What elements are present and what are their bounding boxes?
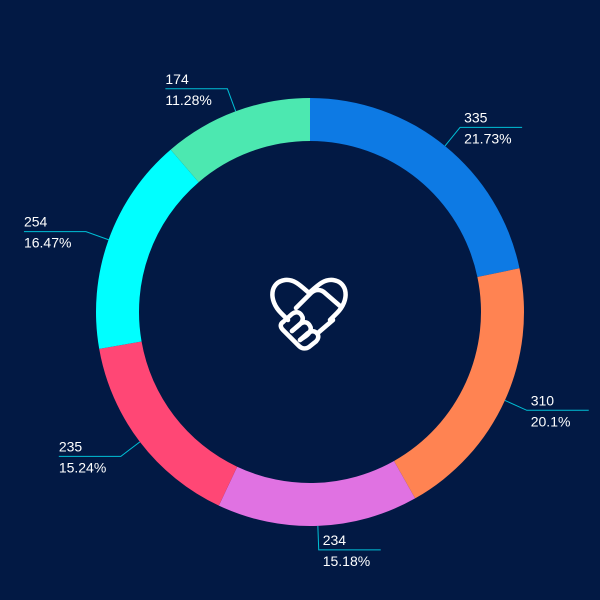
slice-1[interactable]: [393, 268, 524, 499]
percent-label-3: 15.24%: [59, 459, 106, 475]
slice-4[interactable]: [95, 149, 199, 349]
slice-5[interactable]: [170, 98, 310, 183]
leader-line-4: [23, 231, 109, 241]
leader-line-5: [165, 88, 237, 112]
slice-3[interactable]: [99, 341, 238, 506]
percent-label-5: 11.28%: [165, 92, 211, 108]
value-label-4: 254: [24, 214, 48, 230]
slices-group: [95, 98, 524, 526]
slice-2[interactable]: [218, 460, 416, 526]
value-label-2: 234: [323, 532, 347, 548]
percent-label-0: 21.73%: [464, 130, 511, 146]
value-label-3: 235: [59, 438, 83, 454]
value-label-1: 310: [531, 392, 555, 408]
leader-line-3: [58, 441, 141, 457]
leader-line-1: [504, 399, 589, 411]
handshake-heart-icon: [270, 277, 348, 351]
value-label-0: 335: [464, 109, 488, 125]
leader-line-0: [444, 126, 523, 147]
percent-label-4: 16.47%: [24, 235, 71, 251]
leader-lines-group: [23, 88, 589, 551]
percent-label-2: 15.18%: [323, 553, 370, 569]
value-label-5: 174: [165, 71, 189, 87]
leader-line-2: [317, 525, 381, 551]
percent-label-1: 20.1%: [531, 413, 571, 429]
labels-group: 335 21.73% 310 20.1% 234 15.18% 235 15.24% 254 16…: [24, 71, 570, 569]
slice-0[interactable]: [310, 98, 520, 278]
